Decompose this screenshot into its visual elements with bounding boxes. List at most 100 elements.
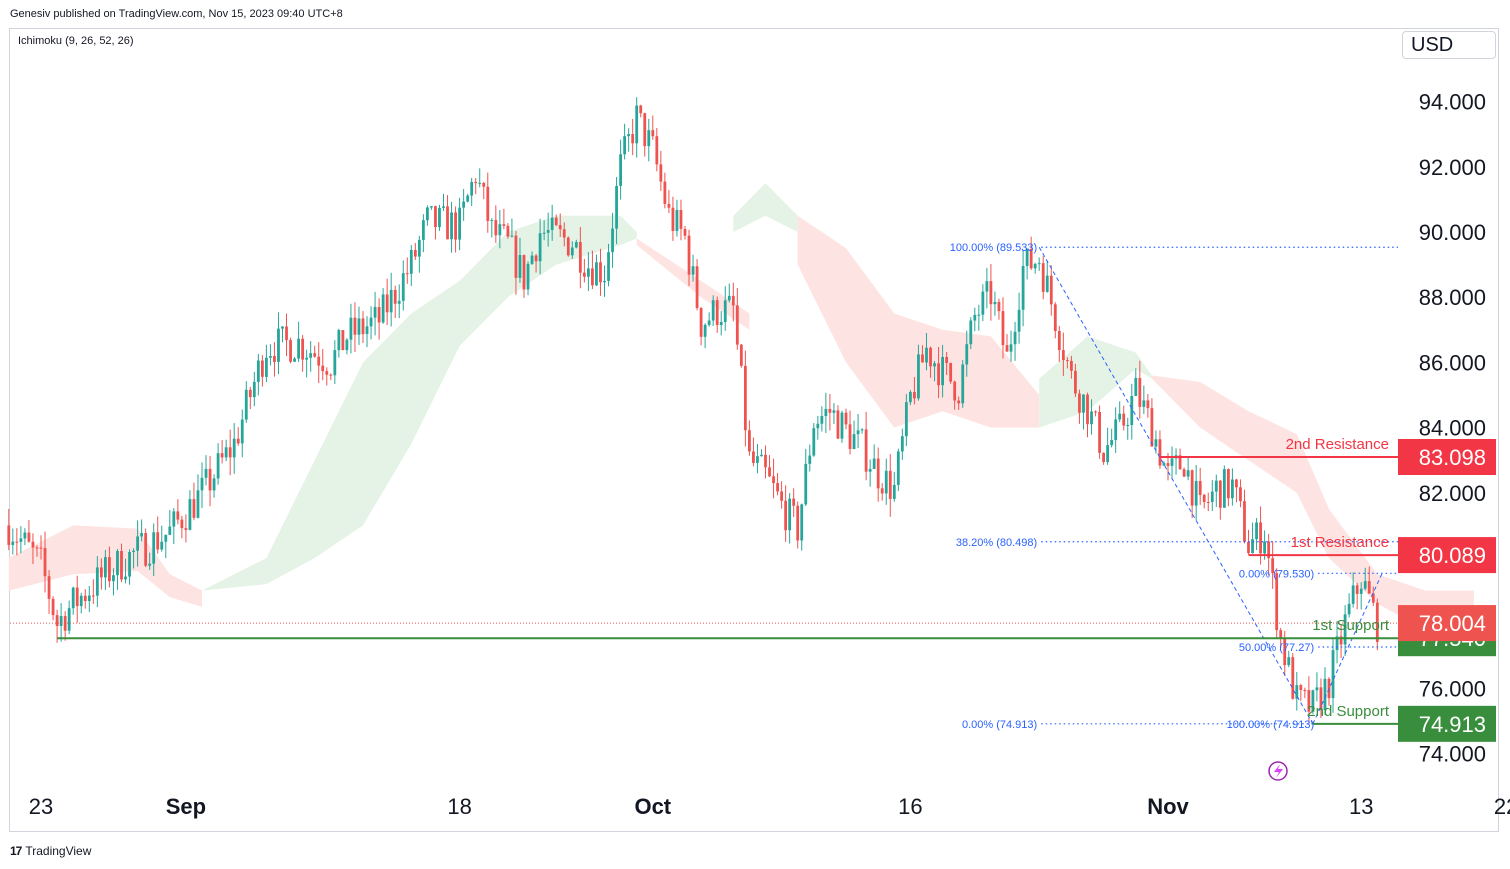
candle	[816, 415, 820, 440]
candle	[1251, 522, 1254, 554]
candle	[7, 508, 11, 551]
candle-body	[1142, 400, 1146, 407]
candle-body	[248, 389, 252, 398]
candle-body	[244, 389, 248, 420]
candle-body	[381, 294, 385, 323]
candle-body	[1295, 685, 1299, 699]
candle-body	[965, 344, 969, 365]
candle	[969, 317, 973, 350]
candle	[1190, 469, 1194, 518]
candle	[953, 380, 957, 410]
candle	[1029, 236, 1033, 270]
candle-body	[341, 330, 345, 351]
candle	[486, 172, 490, 233]
candle	[438, 204, 441, 231]
candle	[876, 447, 880, 502]
candle-body	[47, 576, 51, 599]
candle-body	[623, 136, 627, 155]
candle-body	[277, 328, 280, 362]
fib-label: 50.00% (77.27)	[1239, 642, 1314, 654]
candle-body	[405, 273, 409, 275]
candle-body	[11, 541, 15, 545]
candle	[1001, 297, 1005, 359]
candle	[603, 265, 606, 297]
time-tick-label: 22	[1494, 794, 1510, 819]
candle	[1045, 260, 1049, 293]
candle	[397, 284, 401, 319]
candle-body	[240, 419, 244, 444]
candle-body	[764, 454, 767, 468]
candle-body	[1114, 419, 1118, 441]
candle	[277, 312, 280, 375]
candle-body	[446, 206, 449, 240]
candle-body	[490, 220, 494, 222]
candle-body	[365, 326, 369, 335]
candle	[1371, 586, 1375, 606]
candle	[1303, 687, 1307, 699]
candle-body	[578, 242, 582, 273]
candle	[695, 259, 699, 311]
candle-body	[776, 483, 779, 492]
candle	[1049, 265, 1053, 316]
candle	[265, 344, 268, 383]
candle	[240, 409, 244, 458]
price-tick-label: 82.000	[1419, 481, 1486, 506]
candle	[820, 406, 824, 432]
candle	[659, 150, 663, 191]
candle	[11, 528, 15, 555]
candle	[305, 349, 309, 378]
candle-body	[562, 229, 566, 238]
candle	[880, 483, 884, 501]
candle-body	[1259, 522, 1262, 554]
candle	[39, 535, 43, 560]
candle	[313, 345, 317, 358]
candle	[196, 474, 200, 519]
candle-body	[180, 519, 184, 529]
candle-body	[880, 488, 884, 494]
candle	[1094, 410, 1097, 417]
badge-bg	[1398, 439, 1496, 476]
candle	[1231, 468, 1234, 506]
candle-body	[1347, 603, 1351, 615]
candle-body	[772, 476, 775, 484]
price-tick-label: 90.000	[1419, 220, 1486, 245]
candle-body	[921, 354, 924, 363]
candle	[1142, 385, 1146, 415]
candle	[1235, 478, 1238, 503]
candle-body	[152, 532, 156, 564]
candle	[961, 360, 965, 408]
candle	[1319, 678, 1323, 719]
resistance-price-badge: 83.098	[1398, 439, 1496, 476]
candle	[43, 531, 47, 593]
candle-body	[285, 326, 288, 341]
candle	[699, 307, 703, 346]
candle-body	[184, 528, 188, 530]
candle	[220, 440, 224, 464]
indicator-label[interactable]: Ichimoku (9, 26, 52, 26)	[18, 35, 134, 47]
candle-body	[176, 511, 180, 520]
candle-body	[788, 498, 792, 531]
candle-body	[832, 410, 836, 413]
candle-body	[450, 212, 453, 240]
candle	[844, 408, 848, 430]
candle	[1110, 428, 1114, 448]
candle-body	[116, 550, 119, 576]
candle	[1134, 368, 1138, 397]
candle-body	[643, 113, 647, 147]
candle	[852, 420, 856, 450]
candle-body	[760, 454, 763, 457]
candle-body	[542, 232, 546, 234]
lightning-icon[interactable]	[1268, 761, 1288, 781]
candle-body	[1037, 263, 1041, 265]
candle	[47, 570, 51, 614]
candle	[534, 253, 538, 273]
candle-body	[269, 356, 272, 358]
candle-body	[321, 365, 325, 372]
candle	[1355, 582, 1359, 610]
currency-selector[interactable]: USD	[1402, 31, 1496, 59]
candle-body	[876, 458, 880, 489]
candle	[458, 197, 461, 251]
candle	[896, 448, 900, 492]
candle-body	[1331, 650, 1335, 699]
